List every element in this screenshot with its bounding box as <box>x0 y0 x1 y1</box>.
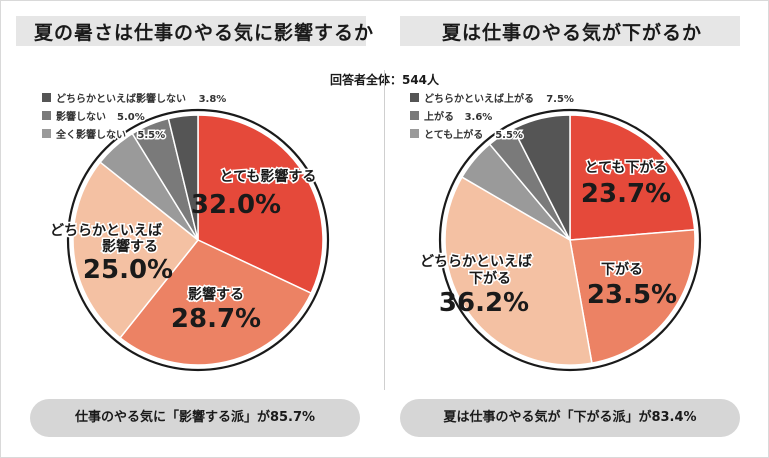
slice-value-left-1: 28.7% <box>171 304 261 334</box>
legend-label-left-5: どちらかといえば影響しない <box>56 92 186 105</box>
legend-swatch-right-5 <box>410 93 419 102</box>
left-chart-title: 夏の暑さは仕事のやる気に影響するか <box>34 22 375 44</box>
slice-value-right-2: 36.2% <box>439 288 529 318</box>
pie-slice-right-5 <box>512 114 571 241</box>
legend-swatch-right-4 <box>410 111 419 120</box>
right-pie-outline <box>438 108 702 372</box>
right-summary-pill: 夏は仕事のやる気が「下がる派」が83.4% <box>400 399 740 437</box>
slice-value-right-1: 23.5% <box>587 280 677 310</box>
legend-value-left-4: 5.0% <box>117 112 145 123</box>
slice-label-right-1-0: 下がる <box>601 261 643 278</box>
legend-label-right-3: とても上がる <box>424 128 483 141</box>
legend-swatch-right-3 <box>410 129 419 138</box>
slice-label-left-0-0: とても影響する <box>220 168 317 185</box>
right-chart-title: 夏は仕事のやる気が下がるか <box>442 22 703 44</box>
pie-slice-right-0 <box>569 114 696 241</box>
pie-slice-left-1 <box>119 239 313 366</box>
pie-slice-right-2 <box>444 176 593 366</box>
legend-label-right-4: 上がる <box>424 110 454 123</box>
left-pie: とても影響する32.0%影響する28.7%どちらかといえば影響する25.0%どち… <box>42 91 330 372</box>
left-title-bar: 夏の暑さは仕事のやる気に影響するか <box>16 16 373 46</box>
slice-value-left-0: 32.0% <box>191 190 281 220</box>
legend-value-right-3: 5.5% <box>495 130 523 141</box>
slice-value-right-0: 23.7% <box>581 179 671 209</box>
panel-divider <box>384 70 385 390</box>
legend-value-right-4: 3.6% <box>465 112 493 123</box>
legend-value-left-3: 5.5% <box>137 130 165 141</box>
right-summary-text: 夏は仕事のやる気が「下がる派」が83.4% <box>443 410 697 425</box>
left-pie-outline <box>66 108 330 372</box>
legend-label-left-3: 全く影響しない <box>55 128 126 141</box>
legend-label-right-5: どちらかといえば上がる <box>424 92 534 105</box>
left-summary-pill: 仕事のやる気に「影響する派」が85.7% <box>30 399 360 437</box>
pie-slice-left-0 <box>197 114 324 295</box>
legend-value-right-5: 7.5% <box>546 94 574 105</box>
slice-label-left-1-0: 影響する <box>188 286 244 303</box>
pie-slice-right-1 <box>569 228 696 364</box>
pie-slice-left-2 <box>72 161 200 339</box>
legend-value-left-5: 3.8% <box>199 94 227 105</box>
legend-swatch-left-5 <box>42 93 51 102</box>
legend-swatch-left-4 <box>42 111 51 120</box>
left-summary-text: 仕事のやる気に「影響する派」が85.7% <box>74 410 316 425</box>
right-title-bar: 夏は仕事のやる気が下がるか <box>400 16 740 46</box>
right-pie: とても下がる23.7%下がる23.5%どちらかといえば下がる36.2%どちらかと… <box>410 91 702 372</box>
slice-label-left-2-0: どちらかといえば <box>50 223 162 239</box>
pie-slice-left-5 <box>167 114 199 241</box>
slice-label-left-2-1: 影響する <box>102 238 158 255</box>
slice-label-right-2-1: 下がる <box>469 270 511 287</box>
slice-value-left-2: 25.0% <box>83 255 173 285</box>
legend-swatch-left-3 <box>42 129 51 138</box>
legend-label-left-4: 影響しない <box>56 110 106 123</box>
slice-label-right-0-0: とても下がる <box>585 159 668 176</box>
slice-label-right-2-0: どちらかといえば <box>420 254 532 270</box>
